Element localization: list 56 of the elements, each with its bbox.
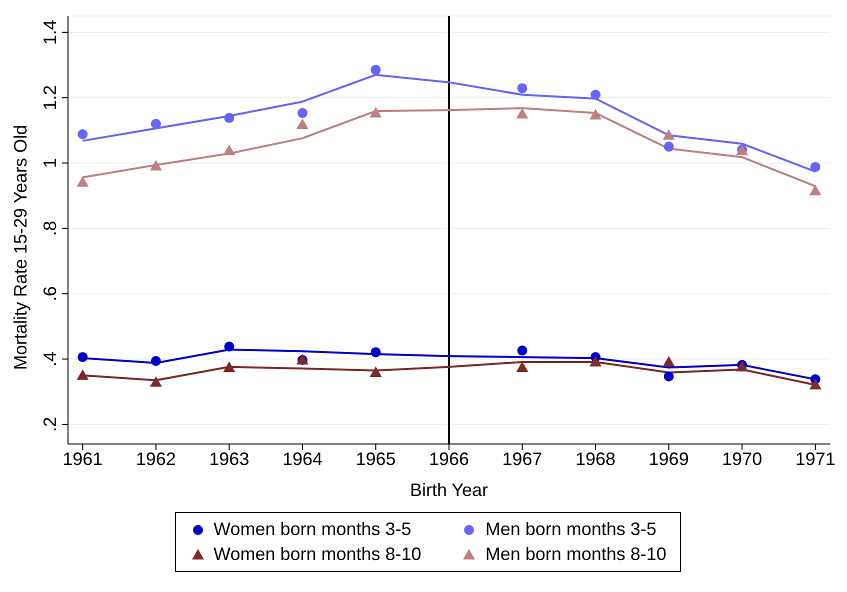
legend-label: Women born months 3-5 [214, 519, 412, 540]
point [590, 356, 602, 366]
x-tick-label: 1969 [648, 448, 689, 469]
x-tick-label: 1963 [209, 448, 250, 469]
legend-label: Men born months 3-5 [485, 519, 656, 540]
point [78, 129, 88, 140]
y-tick-label: .6 [40, 286, 60, 302]
y-axis-title: Mortality Rate 15-29 Years Old [10, 124, 30, 370]
y-tick-label: 1.4 [40, 20, 60, 45]
y-tick-label: 1 [40, 158, 60, 168]
point [223, 144, 236, 156]
point [810, 162, 820, 172]
point [76, 176, 89, 187]
point [150, 118, 161, 129]
x-tick-label: 1968 [576, 448, 616, 469]
point [223, 362, 236, 372]
point [150, 376, 162, 387]
point [516, 362, 528, 372]
x-tick-label: 1971 [795, 448, 836, 469]
point [370, 347, 381, 358]
point [224, 342, 234, 352]
point [664, 142, 674, 152]
point [297, 108, 308, 118]
x-tick-label: 1965 [356, 448, 396, 469]
x-tick-label: 1964 [282, 448, 322, 469]
point [664, 371, 674, 382]
point [517, 83, 528, 94]
point [809, 378, 822, 390]
point [224, 112, 234, 123]
y-tick-label: .8 [40, 220, 60, 236]
x-tick-label: 1966 [428, 448, 470, 469]
point [370, 64, 381, 75]
point [517, 346, 528, 356]
point [662, 129, 675, 140]
x-tick-label: 1970 [722, 448, 762, 469]
legend-label: Women born months 8-10 [214, 544, 422, 565]
point [516, 108, 528, 119]
point [370, 107, 382, 118]
y-tick-label: .4 [40, 352, 60, 367]
legend-label: Men born months 8-10 [485, 544, 666, 565]
point [150, 160, 162, 170]
point [590, 108, 602, 120]
x-tick-label: 1961 [62, 448, 103, 469]
x-tick-label: 1967 [502, 448, 542, 469]
point [76, 369, 89, 380]
point [78, 352, 88, 362]
point [296, 118, 308, 129]
x-axis-title: Birth Year [410, 480, 488, 500]
y-tick-label: 1.2 [40, 85, 60, 110]
point [590, 90, 601, 100]
point [662, 356, 675, 366]
point [150, 356, 161, 366]
x-tick-label: 1962 [136, 448, 176, 469]
point [370, 366, 382, 377]
point [809, 184, 822, 196]
y-tick-label: .2 [40, 416, 60, 432]
